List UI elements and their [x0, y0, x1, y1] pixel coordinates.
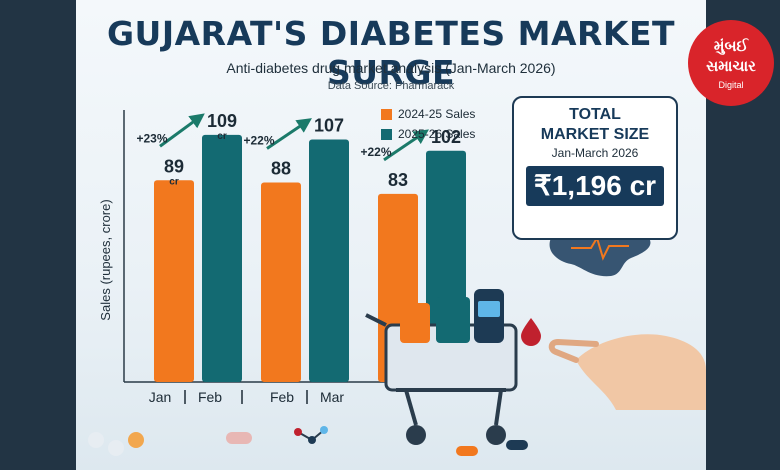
hand-icon: [548, 334, 706, 410]
infographic-panel: GUJARAT'S DIABETES MARKET SURGE Anti-dia…: [76, 0, 706, 470]
left-frame: [0, 0, 76, 470]
growth-label: +22%: [243, 134, 274, 148]
bar-2025-26-1: [309, 139, 349, 382]
total-market-card: TOTAL MARKET SIZE Jan-March 2026 ₹1,196 …: [512, 96, 678, 240]
x-tick-label: Mar: [320, 389, 344, 405]
bar-value-label: 102: [431, 127, 461, 147]
blood-drop-icon: [521, 318, 541, 346]
molecule-icon: [294, 426, 328, 444]
y-axis-label-text: Sales (rupees, crore): [98, 199, 113, 320]
x-tick-label: Feb: [270, 389, 294, 405]
data-source: Data Source: Pharmarack: [327, 80, 455, 92]
legend-swatch-teal: [381, 128, 392, 140]
chart-legend: 2024-25 Sales 2025-26 Sales: [381, 104, 475, 144]
bar-chart: Sales (rupees, crore) 89cr109cr+23%88107…: [88, 110, 706, 456]
total-title-line2: MARKET SIZE: [540, 126, 650, 143]
page-title: GUJARAT'S DIABETES MARKET SURGE: [106, 14, 676, 92]
legend-label: 2024-25 Sales: [398, 107, 476, 121]
bar-2024-25-0: [154, 180, 194, 382]
legend-item-2025-26: 2025-26 Sales: [381, 124, 475, 144]
bar-2025-26-0: [202, 134, 242, 382]
growth-arrow-icon: [383, 129, 429, 162]
bar-unit-label: cr: [169, 176, 179, 187]
pill-icon: [88, 432, 528, 456]
growth-label: +23%: [136, 131, 167, 145]
x-tick-label: Jan: [149, 389, 172, 405]
shopping-cart-icon: [365, 289, 518, 445]
bar-value-label: 88: [271, 159, 291, 179]
logo-text-line2: સમાચાર: [706, 58, 756, 75]
bar-2024-25-1: [261, 182, 301, 382]
growth-arrow-icon: [266, 118, 312, 150]
total-value: ₹1,196 cr: [526, 166, 664, 206]
bar-value-label: 89: [164, 156, 184, 176]
bar-unit-label: cr: [217, 131, 227, 142]
growth-arrow-icon: [159, 113, 205, 148]
legend-item-2024-25: 2024-25 Sales: [381, 104, 475, 124]
y-axis-label: Sales (rupees, crore): [98, 199, 113, 320]
logo-text-line3: Digital: [718, 80, 744, 90]
total-title-line1: TOTAL: [569, 106, 621, 123]
bar-value-label: 109: [207, 111, 237, 131]
subtitle: Anti-diabetes drug market analysis (Jan-…: [226, 60, 556, 76]
logo-text-line1: મુંબઈ: [713, 38, 749, 55]
legend-swatch-orange: [381, 108, 392, 120]
bar-value-label: 83: [388, 170, 408, 190]
total-period: Jan-March 2026: [551, 146, 639, 160]
publisher-logo[interactable]: મુંબઈ સમાચાર Digital: [688, 20, 774, 106]
legend-label: 2025-26 Sales: [398, 127, 476, 141]
x-tick-label: Feb: [198, 389, 222, 405]
bar-value-label: 107: [314, 115, 344, 135]
growth-label: +22%: [360, 145, 391, 159]
